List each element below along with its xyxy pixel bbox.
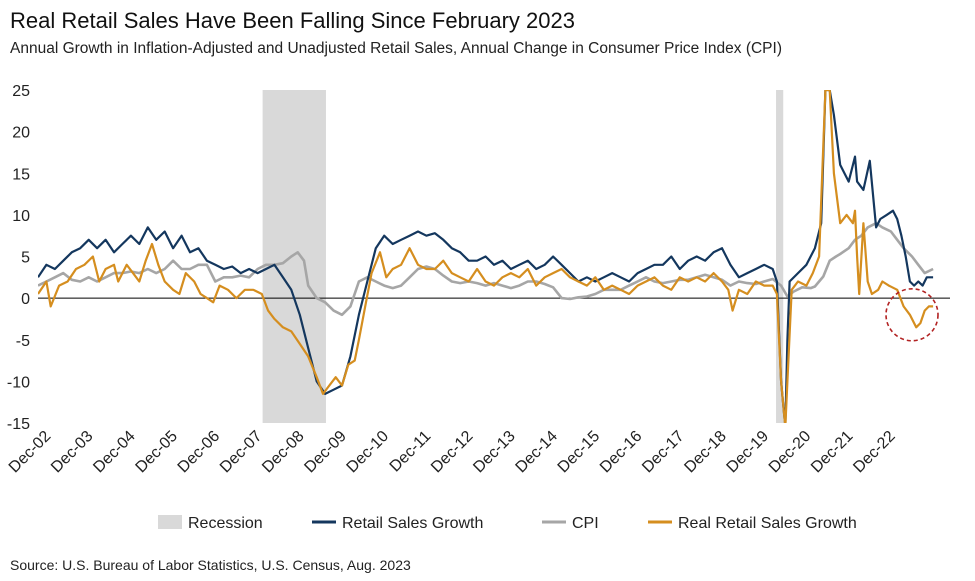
recession-band-2: [776, 90, 784, 423]
x-tick-label: Dec-03: [48, 428, 97, 477]
x-tick-label: Dec-04: [90, 428, 139, 477]
y-tick-label: -5: [16, 333, 30, 350]
x-tick-label: Dec-11: [387, 428, 435, 476]
series-line-real-retail-sales-growth: [38, 90, 934, 423]
x-tick-label: Dec-12: [428, 428, 477, 477]
chart-subtitle: Annual Growth in Inflation-Adjusted and …: [10, 40, 782, 57]
x-tick-label: Dec-16: [597, 428, 646, 477]
chart-title: Real Retail Sales Have Been Falling Sinc…: [10, 8, 575, 33]
y-tick-label: 0: [21, 291, 30, 308]
x-tick-label: Dec-09: [301, 428, 350, 477]
series-line-cpi: [38, 221, 934, 317]
y-tick-label: 10: [12, 208, 30, 225]
x-tick-label: Dec-10: [344, 428, 393, 477]
legend-swatch-recession: [158, 515, 182, 529]
y-tick-label: 25: [12, 83, 30, 100]
legend-label: Retail Sales Growth: [342, 515, 483, 532]
line-chart: 2520151050-5-10-15Dec-02Dec-03Dec-04Dec-…: [6, 83, 950, 532]
series-group: [38, 90, 934, 423]
y-tick-label: -10: [7, 374, 30, 391]
legend-label: Real Retail Sales Growth: [678, 515, 857, 532]
x-tick-label: Dec-13: [470, 428, 519, 477]
x-tick-label: Dec-20: [766, 428, 815, 477]
y-tick-label: -15: [7, 416, 30, 433]
legend-label: CPI: [572, 515, 599, 532]
x-tick-label: Dec-05: [133, 428, 182, 477]
y-tick-label: 20: [12, 125, 30, 142]
x-tick-label: Dec-22: [850, 428, 899, 477]
x-tick-label: Dec-07: [217, 428, 266, 477]
x-tick-label: Dec-21: [808, 428, 857, 477]
series-line-retail-sales-growth: [38, 90, 934, 423]
x-tick-label: Dec-14: [513, 428, 562, 477]
x-tick-label: Dec-15: [555, 428, 604, 477]
x-tick-label: Dec-08: [259, 428, 308, 477]
recession-band-1: [262, 90, 326, 423]
y-tick-label: 15: [12, 166, 30, 183]
x-tick-label: Dec-19: [724, 428, 773, 477]
legend-label: Recession: [188, 515, 263, 532]
x-tick-label: Dec-18: [681, 428, 730, 477]
x-tick-label: Dec-02: [6, 428, 55, 477]
x-tick-label: Dec-06: [175, 428, 224, 477]
highlight-circle: [885, 287, 939, 342]
source-note: Source: U.S. Bureau of Labor Statistics,…: [10, 557, 411, 573]
x-tick-label: Dec-17: [639, 428, 688, 477]
y-tick-label: 5: [21, 250, 30, 267]
